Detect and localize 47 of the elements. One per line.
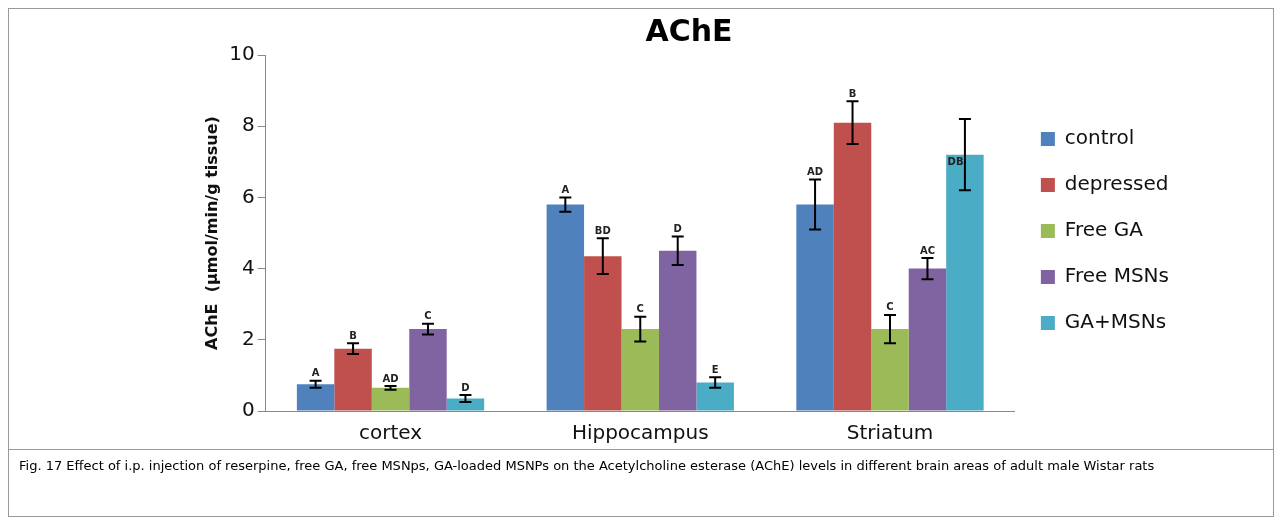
bar [621, 329, 659, 411]
bar [908, 268, 947, 411]
legend-label: depressed [1064, 171, 1169, 196]
x-tick-label: Striatum [846, 420, 934, 445]
legend-label: Free GA [1064, 217, 1144, 242]
x-tick-label: cortex [358, 420, 423, 445]
bar [446, 398, 485, 411]
data-label: DB [947, 156, 964, 168]
data-label: AD [807, 166, 824, 178]
y-tick-label: 8 [241, 112, 255, 137]
bar [334, 348, 372, 411]
data-label: C [636, 303, 644, 315]
data-label: D [673, 223, 682, 235]
x-tick-label: Hippocampus [571, 420, 709, 445]
bar [946, 154, 984, 411]
data-label: D [461, 381, 470, 393]
bar [371, 387, 410, 411]
bar [409, 329, 447, 411]
y-tick-label: 10 [229, 41, 255, 66]
bar [658, 250, 697, 411]
bar [796, 204, 834, 411]
data-label: C [886, 301, 894, 313]
bar [871, 329, 909, 411]
y-tick-label: 4 [241, 254, 255, 279]
data-label: A [311, 367, 320, 379]
data-label: A [561, 183, 570, 195]
data-label: E [711, 363, 719, 375]
legend-label: Free MSNs [1064, 263, 1170, 288]
legend-label: control [1064, 125, 1135, 150]
y-tick-label: 0 [241, 397, 255, 422]
legend-label: GA+MSNs [1064, 309, 1167, 334]
caption: Fig. 17 Effect of i.p. injection of reserpine, free GA, free MSNps, GA-loaded MSNPs on the Acetylcholine esterase (AChE) levels in different brain areas of adult male Wistar rats [19, 457, 1156, 475]
y-axis-title: AChE (µmol/min/g tissue) [201, 116, 221, 350]
data-label: B [848, 87, 857, 99]
chart-title: AChE [645, 12, 733, 48]
data-label: BD [594, 224, 611, 236]
data-label: C [424, 310, 432, 322]
data-label: B [349, 329, 357, 341]
y-tick-label: 2 [241, 326, 255, 350]
bar [546, 204, 585, 411]
data-label: AC [919, 244, 935, 256]
bar [696, 382, 734, 411]
y-tick-label: 6 [241, 183, 255, 208]
data-label: AD [382, 372, 399, 384]
bar [833, 122, 872, 411]
bar [584, 256, 622, 411]
bar [296, 384, 335, 411]
